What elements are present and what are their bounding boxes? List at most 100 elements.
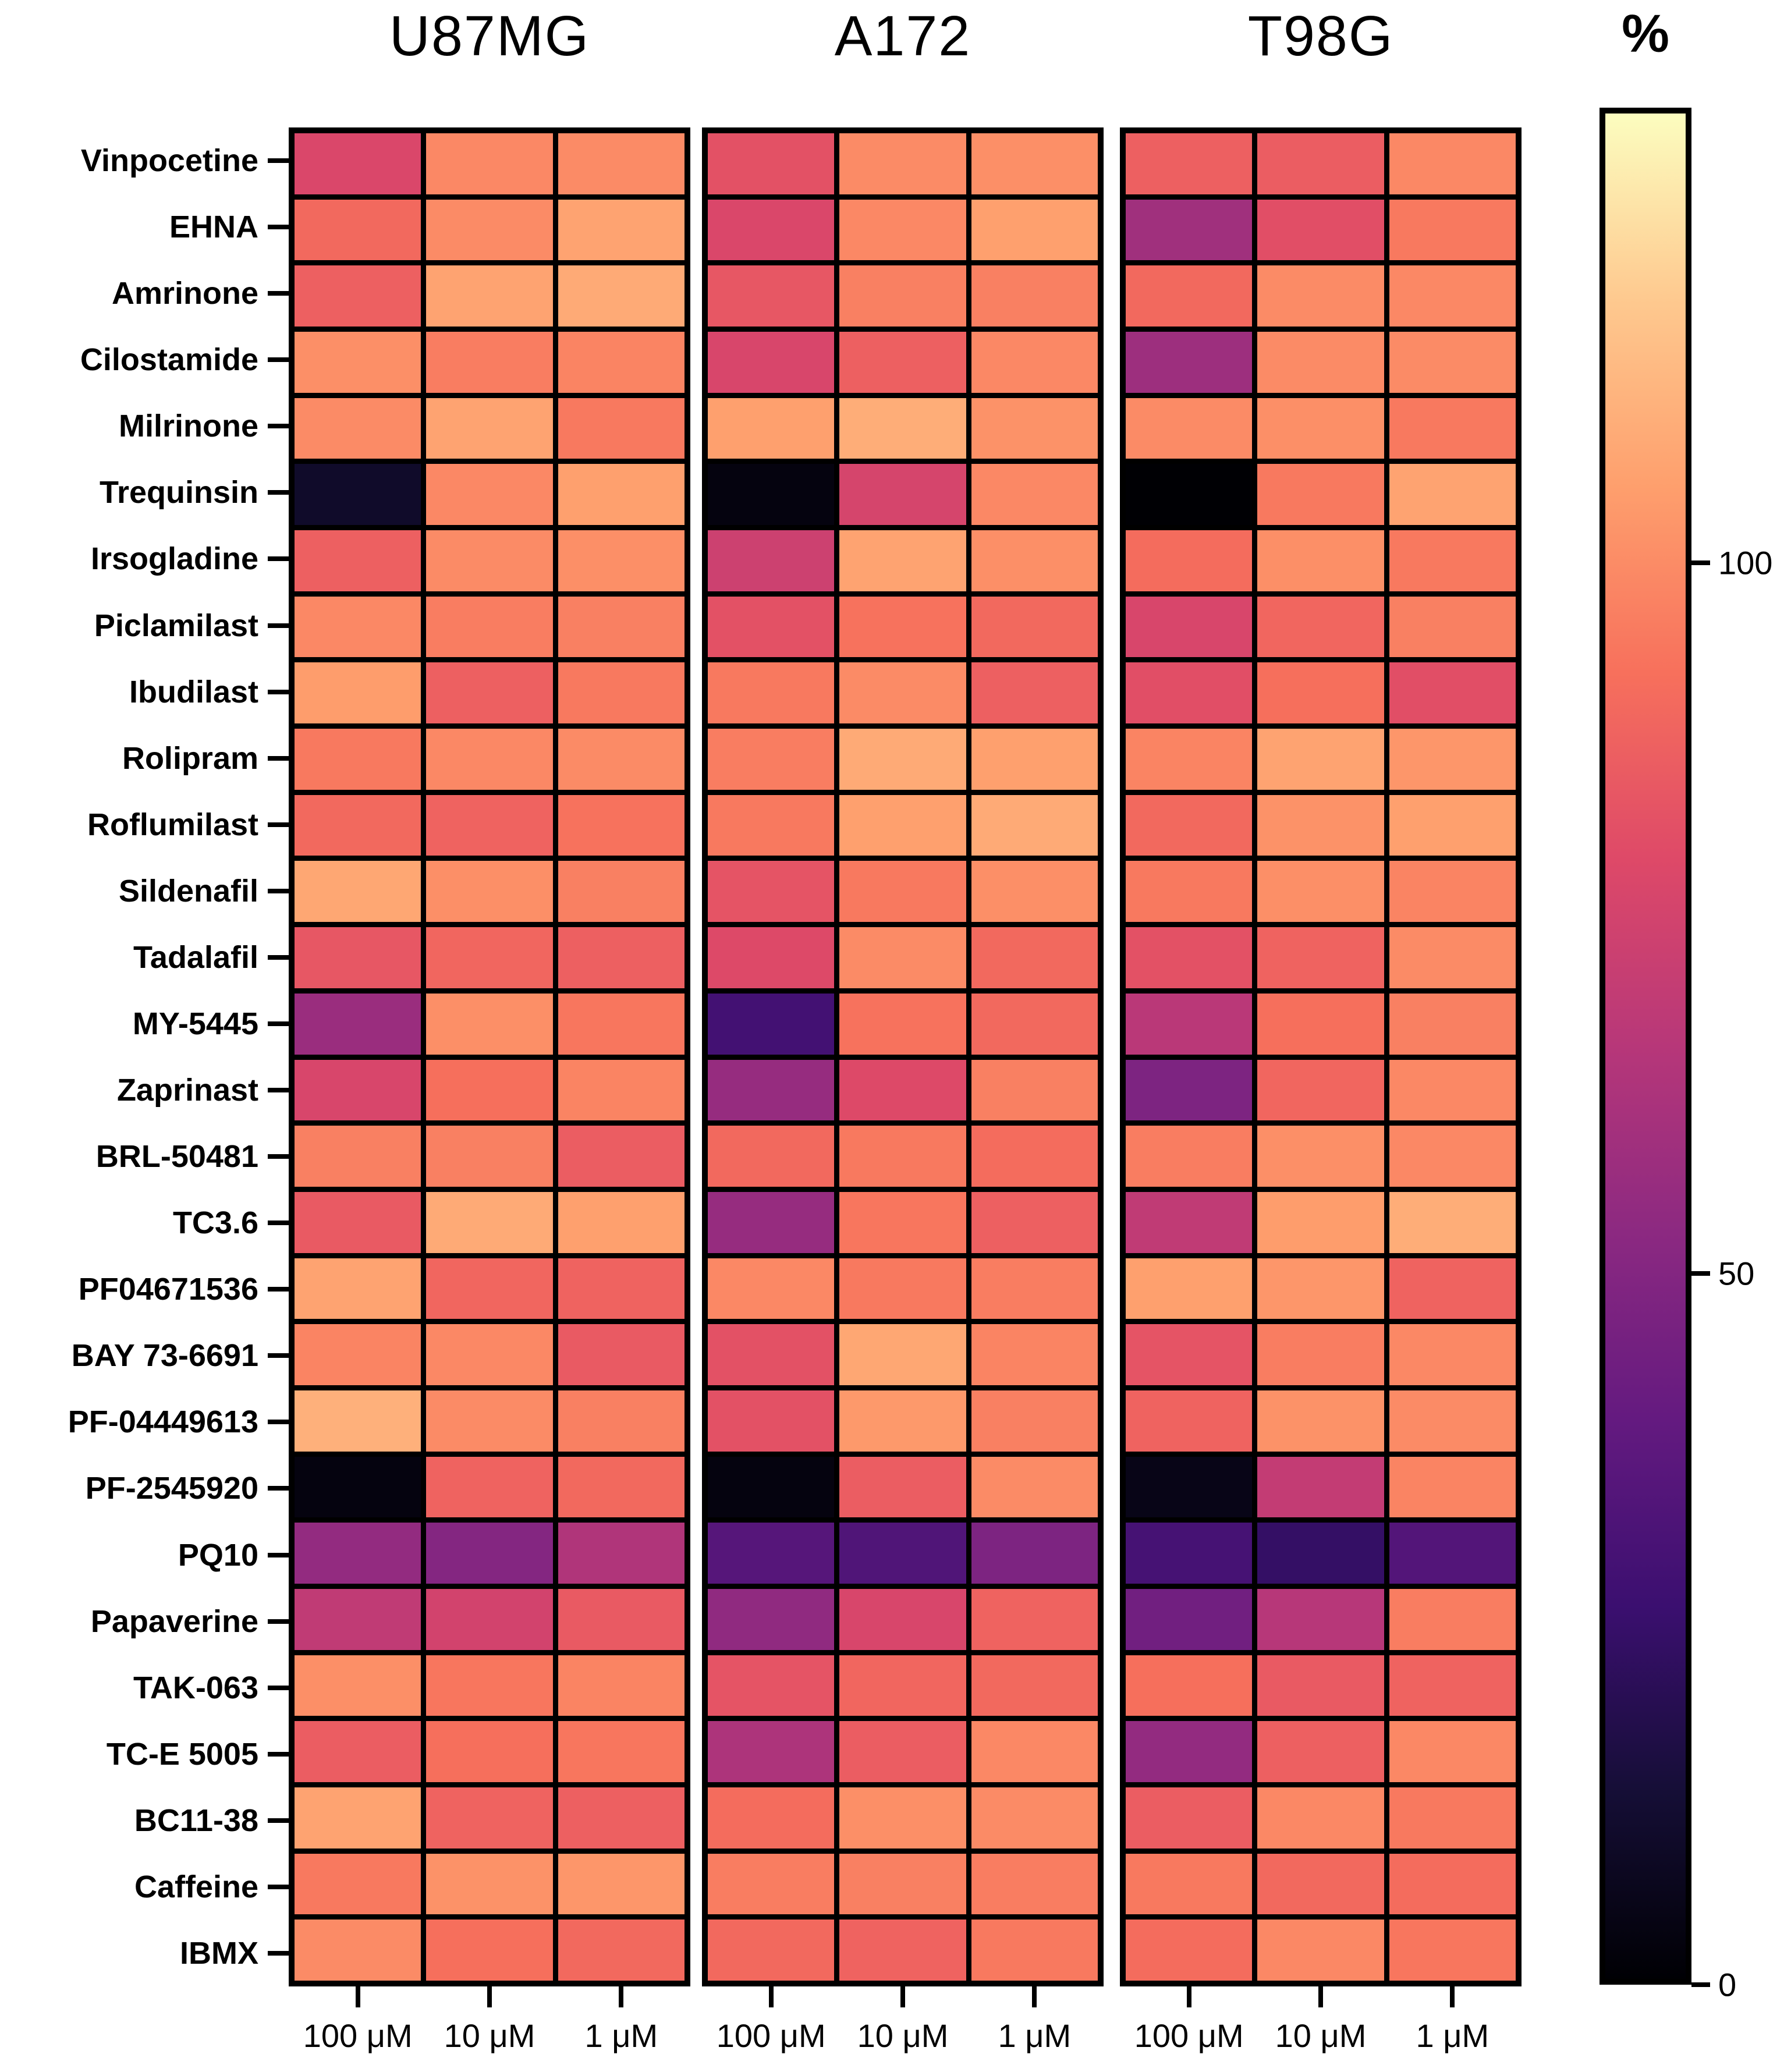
row-label: Piclamilast bbox=[0, 592, 289, 658]
heatmap-cell bbox=[1257, 133, 1384, 194]
x-axis-tick bbox=[619, 1986, 624, 2007]
row-label: Vinpocetine bbox=[0, 127, 289, 194]
heatmap-cell bbox=[426, 1588, 553, 1650]
heatmap-cell bbox=[1126, 464, 1253, 526]
heatmap-cell bbox=[1126, 530, 1253, 591]
row-label-text: PF-04449613 bbox=[68, 1404, 258, 1440]
row-tick bbox=[268, 158, 289, 164]
heatmap-cell bbox=[971, 1523, 1098, 1584]
heatmap-cell bbox=[1389, 1721, 1516, 1782]
heatmap-cell bbox=[558, 596, 685, 658]
heatmap-cell bbox=[1126, 1920, 1253, 1981]
heatmap-cell bbox=[839, 332, 966, 393]
heatmap-cell bbox=[1126, 1258, 1253, 1319]
heatmap-cell bbox=[558, 1191, 685, 1253]
heatmap-cell bbox=[1257, 530, 1384, 591]
heatmap-cell bbox=[971, 861, 1098, 923]
row-tick bbox=[268, 623, 289, 628]
heatmap-cell bbox=[708, 265, 835, 327]
heatmap-cell bbox=[971, 464, 1098, 526]
heatmap-cell bbox=[1389, 464, 1516, 526]
heatmap-cell bbox=[971, 596, 1098, 658]
heatmap-cell bbox=[708, 1324, 835, 1385]
heatmap-cell bbox=[558, 265, 685, 327]
heatmap-cell bbox=[1389, 199, 1516, 261]
row-label: TAK-063 bbox=[0, 1655, 289, 1721]
panel-title-u87mg: U87MG bbox=[389, 4, 590, 68]
heatmap-cell bbox=[839, 530, 966, 591]
heatmap-cell bbox=[1389, 1853, 1516, 1915]
heatmap-cell bbox=[1126, 1324, 1253, 1385]
heatmap-panel-t98g bbox=[1120, 127, 1522, 1986]
heatmap-cell bbox=[1126, 1059, 1253, 1121]
heatmap-cell bbox=[295, 1523, 421, 1584]
heatmap-cell bbox=[708, 1258, 835, 1319]
row-label-text: Irsogladine bbox=[90, 541, 258, 577]
heatmap-cell bbox=[971, 398, 1098, 459]
heatmap-cell bbox=[971, 1059, 1098, 1121]
heatmap-cell bbox=[971, 1920, 1098, 1981]
heatmap-cell bbox=[708, 993, 835, 1055]
row-tick bbox=[268, 1420, 289, 1425]
heatmap-cell bbox=[708, 530, 835, 591]
heatmap-cell bbox=[1389, 530, 1516, 591]
row-label-text: IBMX bbox=[180, 1935, 258, 1971]
heatmap-cell bbox=[839, 199, 966, 261]
heatmap-cell bbox=[295, 265, 421, 327]
heatmap-cell bbox=[1126, 927, 1253, 988]
heatmap-cell bbox=[1389, 133, 1516, 194]
heatmap-cell bbox=[1257, 993, 1384, 1055]
heatmap-cell bbox=[426, 794, 553, 856]
heatmap-cell bbox=[1389, 1523, 1516, 1584]
heatmap-cell bbox=[295, 1059, 421, 1121]
x-axis-tick bbox=[1032, 1986, 1037, 2007]
colorbar-tick-label: 50 bbox=[1718, 1255, 1755, 1292]
heatmap-cell bbox=[839, 662, 966, 724]
row-tick bbox=[268, 556, 289, 562]
heatmap-cell bbox=[426, 1126, 553, 1187]
heatmap-cell bbox=[708, 398, 835, 459]
heatmap-cell bbox=[708, 1588, 835, 1650]
heatmap-cell bbox=[295, 662, 421, 724]
heatmap-cell bbox=[1126, 1523, 1253, 1584]
heatmap-cell bbox=[1257, 1191, 1384, 1253]
heatmap-cell bbox=[558, 1853, 685, 1915]
heatmap-cell bbox=[839, 1787, 966, 1849]
heatmap-cell bbox=[839, 1456, 966, 1518]
x-axis-label: 1 μM bbox=[1416, 2017, 1489, 2054]
heatmap-cell bbox=[558, 993, 685, 1055]
row-label: TC-E 5005 bbox=[0, 1721, 289, 1787]
heatmap-cell bbox=[558, 1523, 685, 1584]
heatmap-cell bbox=[1389, 861, 1516, 923]
row-tick bbox=[268, 424, 289, 429]
x-axis-label: 100 μM bbox=[716, 2017, 826, 2054]
heatmap-cell bbox=[971, 1390, 1098, 1452]
heatmap-cell bbox=[1126, 993, 1253, 1055]
colorbar-tick bbox=[1691, 560, 1710, 565]
heatmap-cell bbox=[558, 1456, 685, 1518]
heatmap-cell bbox=[426, 1456, 553, 1518]
heatmap-cell bbox=[839, 1920, 966, 1981]
heatmap-cell bbox=[1389, 332, 1516, 393]
heatmap-cell bbox=[1389, 1059, 1516, 1121]
row-label: MY-5445 bbox=[0, 991, 289, 1057]
heatmap-cell bbox=[971, 993, 1098, 1055]
panel-title-a172: A172 bbox=[834, 4, 971, 68]
heatmap-cell bbox=[295, 1258, 421, 1319]
heatmap-cell bbox=[971, 133, 1098, 194]
heatmap-cell bbox=[971, 265, 1098, 327]
heatmap-cell bbox=[295, 1655, 421, 1716]
heatmap-cell bbox=[708, 1655, 835, 1716]
heatmap-cell bbox=[1257, 398, 1384, 459]
heatmap-cell bbox=[1126, 1191, 1253, 1253]
heatmap-cell bbox=[708, 133, 835, 194]
row-label-text: EHNA bbox=[169, 210, 258, 245]
heatmap-cell bbox=[708, 1126, 835, 1187]
row-label: Tadalafil bbox=[0, 924, 289, 991]
heatmap-cell bbox=[708, 1920, 835, 1981]
row-tick bbox=[268, 291, 289, 296]
heatmap-cell bbox=[1126, 1853, 1253, 1915]
x-axis-tick bbox=[900, 1986, 905, 2007]
heatmap-cell bbox=[971, 1456, 1098, 1518]
